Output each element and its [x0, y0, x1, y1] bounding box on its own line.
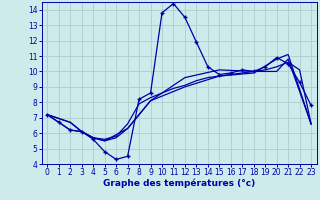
- X-axis label: Graphe des températures (°c): Graphe des températures (°c): [103, 179, 255, 188]
